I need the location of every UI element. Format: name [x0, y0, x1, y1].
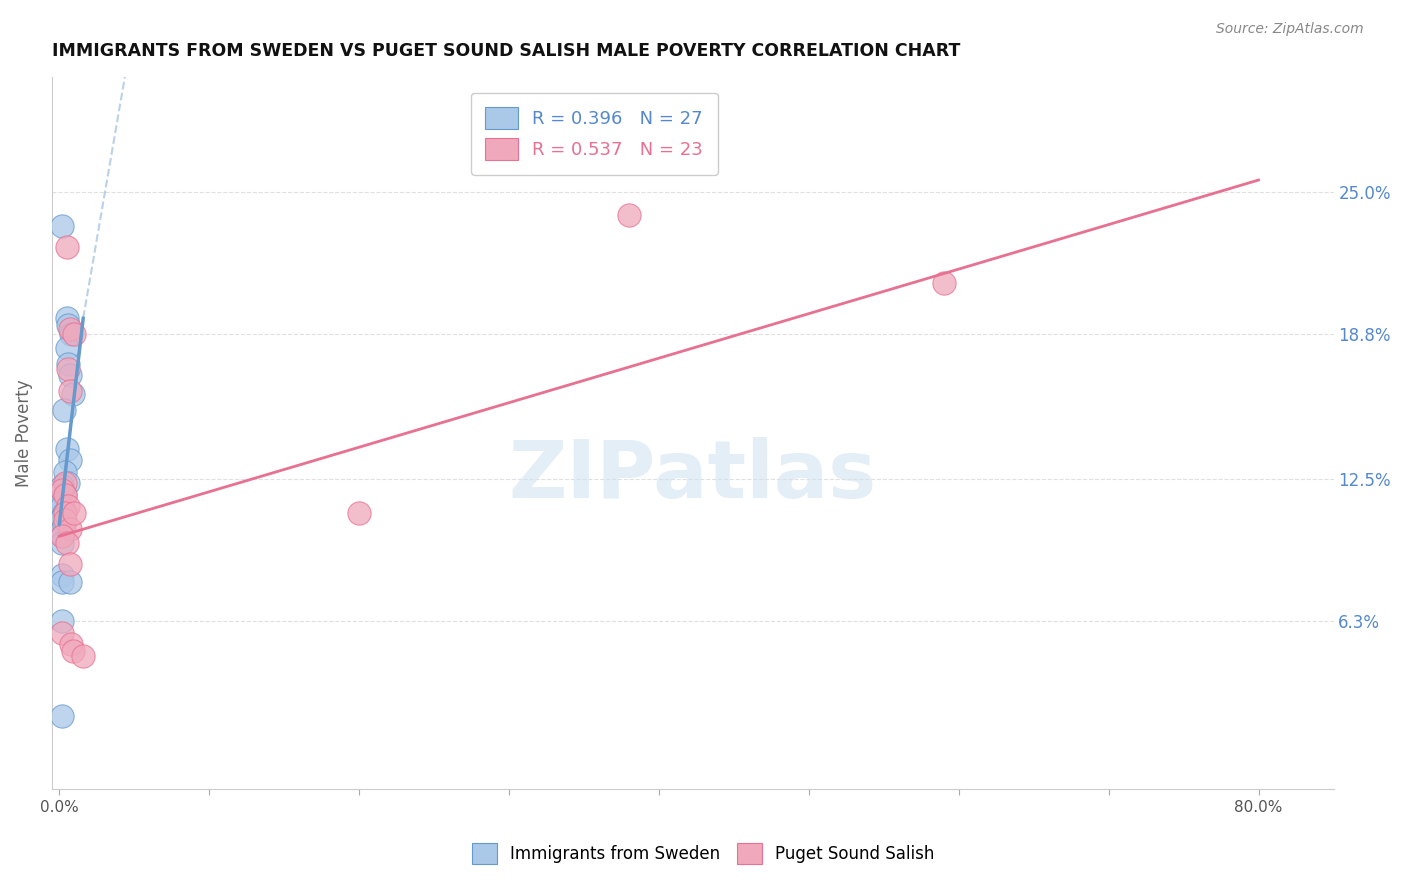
Point — [59, 453, 82, 467]
Point — [51, 529, 73, 543]
Point — [62, 386, 84, 401]
Point — [53, 488, 76, 502]
Point — [52, 403, 75, 417]
Point — [53, 488, 76, 502]
Point — [60, 326, 83, 341]
Point — [51, 500, 73, 514]
Point — [59, 575, 82, 590]
Point — [59, 523, 82, 537]
Point — [52, 506, 75, 520]
Point — [52, 517, 75, 532]
Point — [58, 476, 80, 491]
Point — [55, 341, 77, 355]
Point — [53, 465, 76, 479]
Point — [617, 207, 640, 221]
Point — [51, 479, 73, 493]
Text: IMMIGRANTS FROM SWEDEN VS PUGET SOUND SALISH MALE POVERTY CORRELATION CHART: IMMIGRANTS FROM SWEDEN VS PUGET SOUND SA… — [52, 42, 960, 60]
Point — [51, 529, 73, 543]
Point — [51, 575, 73, 590]
Point — [51, 495, 73, 509]
Point — [51, 708, 73, 723]
Point — [59, 368, 82, 383]
Point — [55, 536, 77, 550]
Point — [59, 322, 82, 336]
Point — [51, 511, 73, 525]
Point — [60, 637, 83, 651]
Point — [62, 644, 84, 658]
Point — [59, 384, 82, 399]
Point — [55, 310, 77, 325]
Point — [63, 326, 86, 341]
Point — [347, 506, 370, 520]
Point — [59, 557, 82, 571]
Point — [51, 536, 73, 550]
Point — [53, 513, 76, 527]
Y-axis label: Male Poverty: Male Poverty — [15, 379, 32, 487]
Point — [51, 615, 73, 629]
Point — [58, 357, 80, 371]
Point — [63, 506, 86, 520]
Point — [51, 625, 73, 640]
Point — [58, 318, 80, 332]
Point — [55, 240, 77, 254]
Point — [51, 568, 73, 582]
Point — [72, 648, 94, 663]
Point — [58, 361, 80, 376]
Legend: Immigrants from Sweden, Puget Sound Salish: Immigrants from Sweden, Puget Sound Sali… — [465, 837, 941, 871]
Point — [53, 506, 76, 520]
Point — [58, 500, 80, 514]
Point — [51, 483, 73, 498]
Legend: R = 0.396   N = 27, R = 0.537   N = 23: R = 0.396 N = 27, R = 0.537 N = 23 — [471, 93, 717, 175]
Point — [55, 442, 77, 456]
Point — [51, 219, 73, 233]
Point — [53, 476, 76, 491]
Text: ZIPatlas: ZIPatlas — [509, 436, 877, 515]
Text: Source: ZipAtlas.com: Source: ZipAtlas.com — [1216, 22, 1364, 37]
Point — [932, 277, 955, 291]
